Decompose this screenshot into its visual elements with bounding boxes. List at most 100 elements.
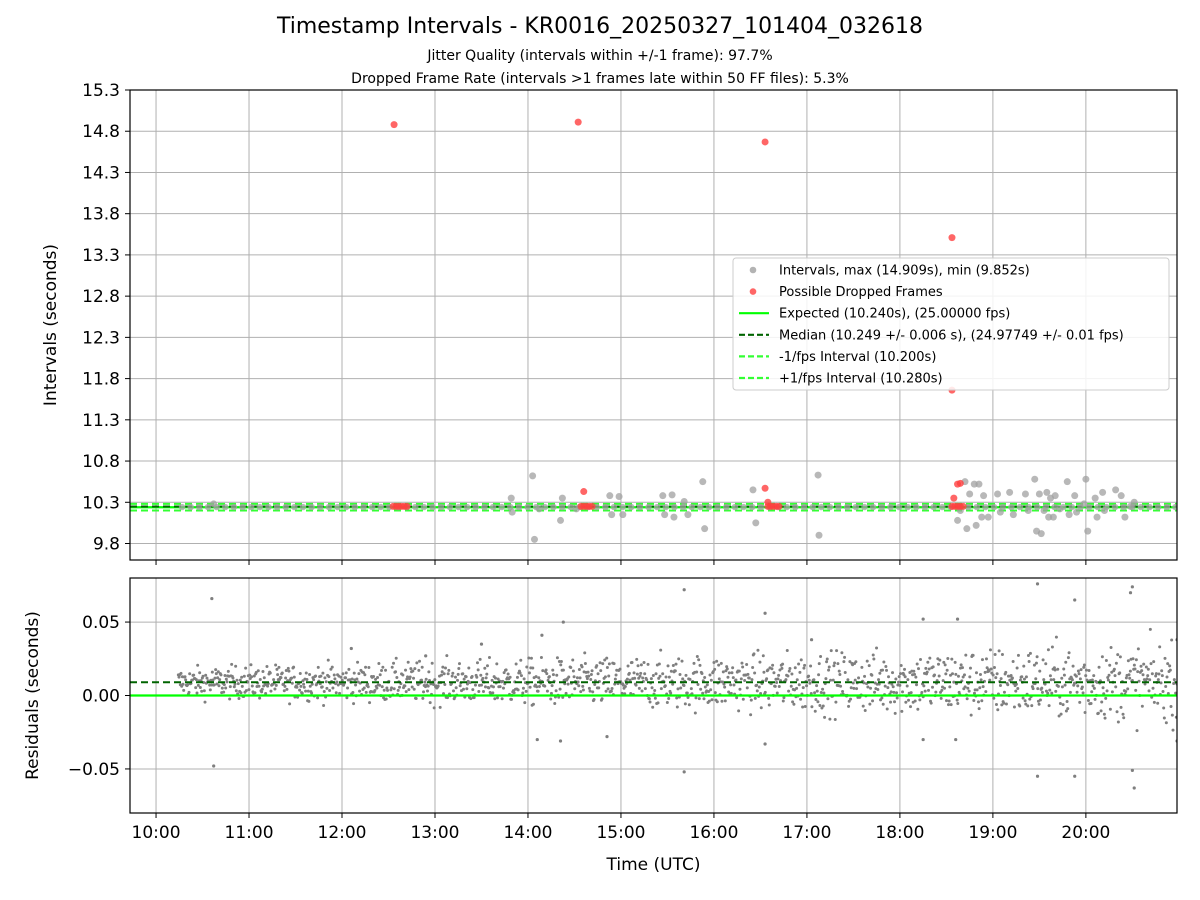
residual-point (1101, 686, 1105, 690)
residual-point (1142, 662, 1146, 666)
residual-point (1084, 674, 1088, 678)
residual-point (475, 661, 479, 665)
residual-point (664, 675, 668, 679)
intervals-y-tick-label: 12.8 (82, 287, 120, 307)
residual-point (633, 676, 637, 680)
residual-point (595, 664, 599, 668)
residual-point (304, 689, 308, 693)
residual-point (1054, 635, 1058, 639)
residual-point (1012, 705, 1016, 709)
residual-point (923, 689, 927, 693)
residual-point (230, 662, 234, 666)
residual-point (1035, 655, 1039, 659)
residual-point (581, 688, 585, 692)
residual-point (407, 688, 411, 692)
residual-point (991, 673, 995, 677)
interval-point (913, 503, 920, 511)
residual-point (446, 696, 450, 700)
residual-point (438, 705, 442, 709)
residual-point (939, 696, 943, 700)
residual-point (323, 676, 327, 680)
residual-point (669, 669, 673, 673)
residual-point (727, 690, 731, 694)
residual-point (916, 707, 920, 711)
residual-point (1066, 656, 1070, 660)
residual-point (848, 660, 852, 664)
residual-point (942, 660, 946, 664)
residual-point (1107, 673, 1111, 677)
residual-point (745, 686, 749, 690)
residual-point (805, 684, 809, 688)
residual-point (519, 658, 523, 662)
residual-point (712, 661, 716, 665)
residual-point (364, 690, 368, 694)
residual-point (952, 680, 956, 684)
interval-point (1009, 511, 1017, 519)
residual-point (940, 688, 944, 692)
residual-point (566, 682, 570, 686)
residual-point (558, 687, 562, 691)
residual-point (283, 684, 287, 688)
residual-point (177, 675, 181, 679)
residual-point (995, 672, 999, 676)
residual-point (703, 685, 707, 689)
residual-point (723, 699, 727, 703)
residual-point (979, 678, 983, 682)
residual-point (1060, 676, 1064, 680)
residual-point (700, 671, 704, 675)
residual-point (529, 656, 533, 660)
residual-point (613, 677, 617, 681)
residual-point (1060, 685, 1064, 689)
residual-point (203, 700, 207, 704)
residual-point (889, 690, 893, 694)
residual-point (357, 672, 361, 676)
residual-point (801, 705, 805, 709)
residual-point (673, 669, 677, 673)
residual-point (264, 691, 268, 695)
interval-point (835, 503, 842, 511)
residual-point (799, 697, 803, 701)
residual-point (516, 688, 520, 692)
residual-point (1081, 691, 1085, 695)
residual-point (650, 686, 654, 690)
residual-point (244, 666, 248, 670)
residual-point (295, 685, 299, 689)
residual-point (843, 655, 847, 659)
residual-point (1064, 709, 1068, 713)
residual-point (680, 659, 684, 663)
residual-point (451, 671, 455, 675)
residual-point (634, 683, 638, 687)
residual-point (1154, 674, 1158, 678)
residual-point (682, 770, 686, 774)
residual-point (1158, 645, 1162, 649)
interval-point (699, 478, 707, 486)
residual-point (994, 676, 998, 680)
residual-point (464, 675, 468, 679)
residual-point (546, 678, 550, 682)
residual-point (846, 678, 850, 682)
residual-point (298, 688, 302, 692)
residual-point (782, 696, 786, 700)
intervals-y-tick-label: 11.3 (82, 411, 120, 431)
residual-point (899, 672, 903, 676)
intervals-points (178, 118, 1177, 543)
residual-point (1100, 700, 1104, 704)
residual-point (821, 704, 825, 708)
residual-point (1160, 674, 1164, 678)
residual-point (1127, 673, 1131, 677)
residual-point (535, 737, 539, 742)
residual-point (378, 683, 382, 687)
interval-point (661, 511, 669, 519)
residual-point (333, 677, 337, 681)
interval-point (438, 503, 445, 511)
residual-point (854, 660, 858, 664)
interval-point (1094, 503, 1101, 511)
interval-point (291, 503, 298, 511)
residual-point (249, 663, 253, 667)
residual-point (731, 676, 735, 680)
residual-point (976, 700, 980, 704)
residual-point (498, 685, 502, 689)
residual-point (639, 671, 643, 675)
residual-point (1091, 684, 1095, 688)
residual-point (797, 662, 801, 666)
